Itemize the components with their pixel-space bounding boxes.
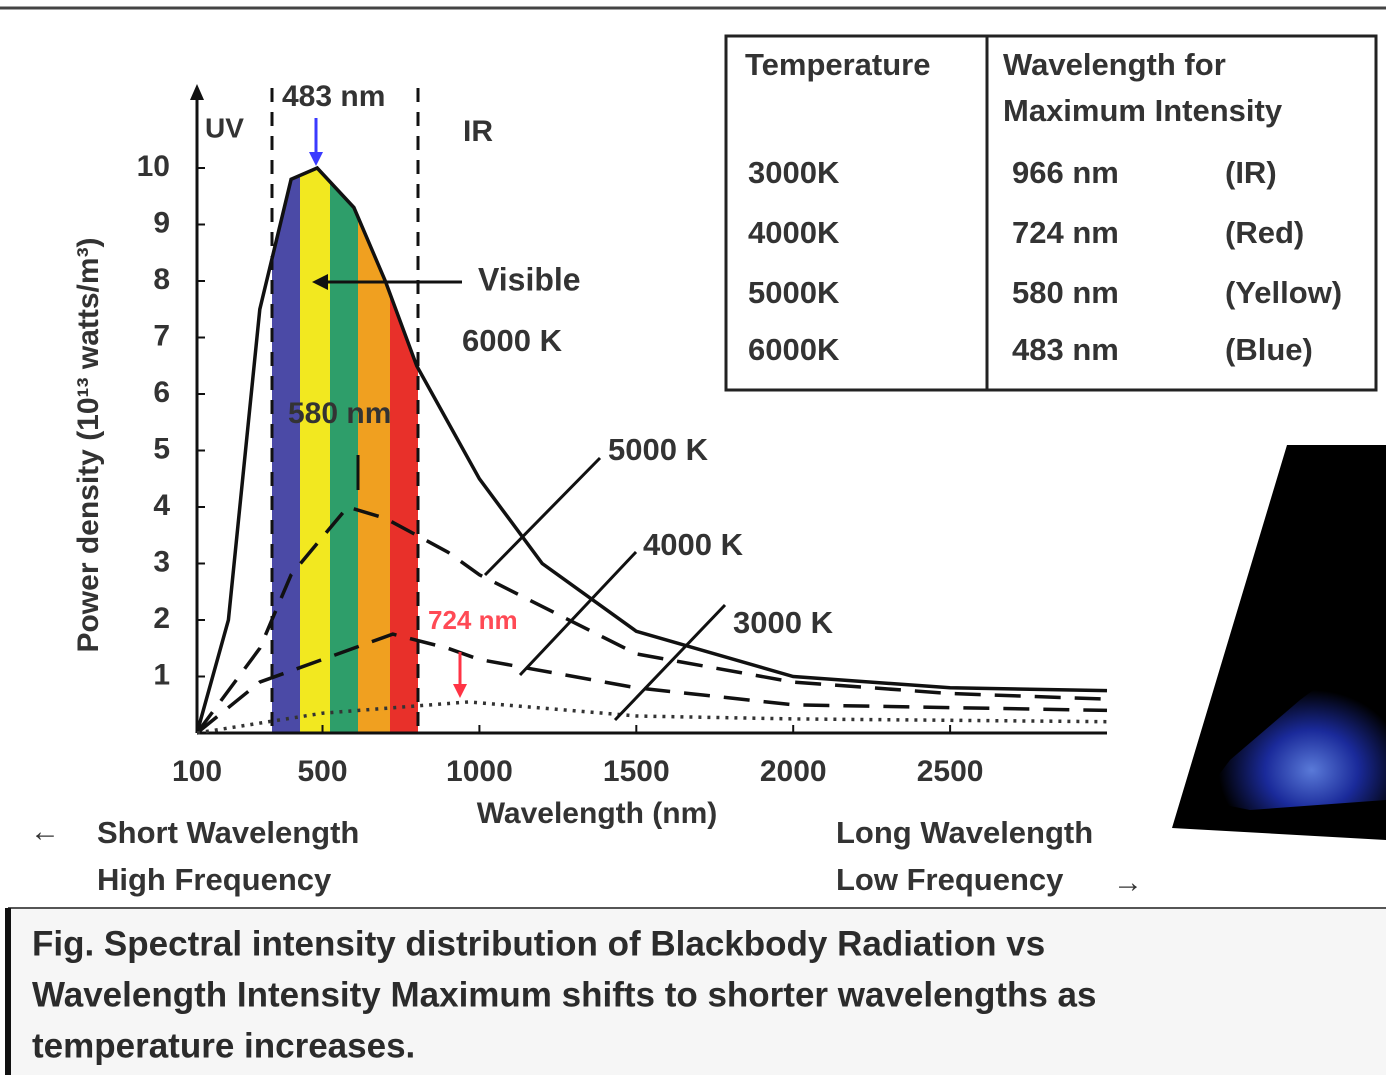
series-line	[195, 504, 1108, 735]
table-header: Wavelength for	[1003, 47, 1226, 82]
arrowhead	[309, 152, 323, 166]
direction-label: Low Frequency	[836, 862, 1064, 897]
x-tick-label: 2000	[760, 755, 827, 788]
annotation: 483 nm	[282, 80, 385, 113]
direction-label: Short Wavelength	[97, 815, 359, 850]
table-cell: 966 nm	[1012, 155, 1119, 190]
table-cell: (Blue)	[1225, 332, 1313, 367]
table-cell: 580 nm	[1012, 275, 1119, 310]
series-label: 5000 K	[608, 432, 709, 467]
spectrum-band	[300, 168, 330, 733]
arrowhead	[453, 684, 467, 698]
annotation: 724 nm	[428, 605, 518, 635]
caption-line: Fig. Spectral intensity distribution of …	[32, 924, 1045, 963]
table-cell: 6000K	[748, 332, 840, 367]
arrowhead	[312, 274, 328, 290]
y-tick-label: 1	[153, 658, 170, 691]
y-tick-label: 6	[153, 376, 170, 409]
table-box	[724, 34, 1378, 392]
spectrum-band	[330, 168, 358, 733]
table-cell: 724 nm	[1012, 215, 1119, 250]
table-header: Maximum Intensity	[1003, 93, 1283, 128]
table-cell: 4000K	[748, 215, 840, 250]
direction-arrow: ←	[30, 815, 60, 848]
label-pointer	[518, 550, 638, 677]
spectrum-band	[358, 168, 390, 733]
series-line	[195, 165, 1108, 734]
series-label: 6000 K	[462, 323, 563, 358]
series-label: 4000 K	[643, 527, 744, 562]
table-cell: 483 nm	[1012, 332, 1119, 367]
x-axis-label: Wavelength (nm)	[477, 797, 718, 830]
caption-box	[8, 908, 1386, 1075]
flame	[1200, 650, 1386, 810]
table-cell: 5000K	[748, 275, 840, 310]
spectrum-band	[390, 168, 418, 733]
caption-line: Wavelength Intensity Maximum shifts to s…	[32, 975, 1097, 1014]
direction-label: High Frequency	[97, 862, 332, 897]
annotation: IR	[463, 115, 493, 148]
x-tick-label: 1500	[603, 755, 670, 788]
table-cell: (IR)	[1225, 155, 1277, 190]
series-line	[195, 632, 1108, 735]
y-tick-label: 7	[153, 319, 170, 352]
table-cell: 3000K	[748, 155, 840, 190]
x-tick-label: 100	[172, 755, 222, 788]
y-tick-label: 8	[153, 263, 170, 296]
x-tick-label: 500	[297, 755, 347, 788]
direction-arrow: →	[1113, 866, 1143, 899]
caption-line: temperature increases.	[32, 1026, 415, 1065]
table-cell: (Yellow)	[1225, 275, 1342, 310]
y-tick-label: 3	[153, 545, 170, 578]
y-axis-arrow	[190, 84, 204, 100]
label-pointer	[613, 603, 727, 722]
spectrum-band	[272, 168, 300, 733]
x-tick-label: 1000	[446, 755, 513, 788]
annotation: 580 nm	[288, 397, 391, 430]
annotation: UV	[205, 112, 244, 143]
y-tick-label: 5	[153, 432, 170, 465]
series-label: 3000 K	[733, 605, 834, 640]
y-axis-label: Power density (10¹³ watts/m³)	[72, 237, 105, 652]
annotation: Visible	[478, 261, 581, 297]
x-tick-label: 2500	[917, 755, 984, 788]
visible-spectrum	[272, 168, 418, 733]
y-tick-label: 4	[153, 489, 170, 522]
y-tick-label: 10	[137, 150, 170, 183]
y-tick-label: 2	[153, 602, 170, 635]
label-pointer	[483, 456, 602, 577]
table-header: Temperature	[745, 47, 931, 82]
y-tick-label: 9	[153, 206, 170, 239]
table-cell: (Red)	[1225, 215, 1304, 250]
direction-label: Long Wavelength	[836, 815, 1093, 850]
